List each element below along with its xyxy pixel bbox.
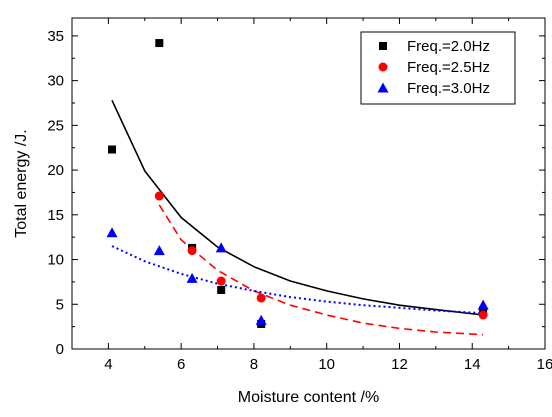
- fit-curve: [158, 204, 484, 336]
- data-point: [106, 227, 118, 238]
- data-point: [215, 242, 227, 253]
- data-point: [478, 310, 488, 320]
- data-point: [255, 314, 267, 325]
- data-point: [186, 272, 198, 283]
- data-point: [187, 246, 197, 256]
- fit-curve: [111, 245, 484, 315]
- data-point: [155, 39, 164, 48]
- plot-frame: [71, 17, 546, 350]
- x-tick-label: 10: [318, 356, 335, 373]
- x-tick-label: 14: [464, 356, 481, 373]
- data-point: [256, 293, 266, 303]
- x-axis-ticks: 4 6 8 10 12 14 16: [71, 18, 552, 373]
- legend-label: Freq.=2.5Hz: [407, 59, 490, 76]
- fit-curves: [111, 99, 484, 336]
- legend-marker: [379, 42, 387, 50]
- y-tick-label: 15: [47, 207, 64, 224]
- legend: Freq.=2.0Hz Freq.=2.5Hz Freq.=3.0Hz: [360, 31, 516, 105]
- y-tick-label: 30: [47, 73, 64, 90]
- legend-marker: [377, 82, 389, 93]
- y-axis-title: Total energy /J.: [13, 129, 30, 238]
- data-point: [217, 285, 226, 294]
- legend-marker: [378, 62, 388, 72]
- plot-border: [71, 17, 546, 350]
- data-points: [106, 39, 489, 328]
- x-tick-label: 8: [250, 356, 258, 373]
- x-axis-title: Moisture content /%: [238, 389, 379, 406]
- y-tick-label: 25: [47, 117, 64, 134]
- fit-curve: [111, 99, 484, 316]
- y-tick-label: 0: [56, 341, 64, 358]
- x-tick-label: 6: [177, 356, 185, 373]
- y-tick-label: 5: [56, 296, 64, 313]
- y-tick-label: 35: [47, 28, 64, 45]
- data-point: [153, 245, 165, 256]
- y-axis-ticks: 0 5 10 15 20 25 30 35: [47, 28, 545, 358]
- data-point: [154, 191, 164, 201]
- legend-label: Freq.=3.0Hz: [407, 80, 490, 97]
- legend-label: Freq.=2.0Hz: [407, 38, 490, 55]
- x-tick-label: 16: [537, 356, 552, 373]
- data-point: [216, 276, 226, 286]
- data-point: [108, 145, 117, 154]
- y-tick-label: 10: [47, 252, 64, 269]
- y-tick-label: 20: [47, 162, 64, 179]
- data-point: [477, 299, 489, 310]
- x-tick-label: 12: [391, 356, 408, 373]
- x-tick-label: 4: [104, 356, 112, 373]
